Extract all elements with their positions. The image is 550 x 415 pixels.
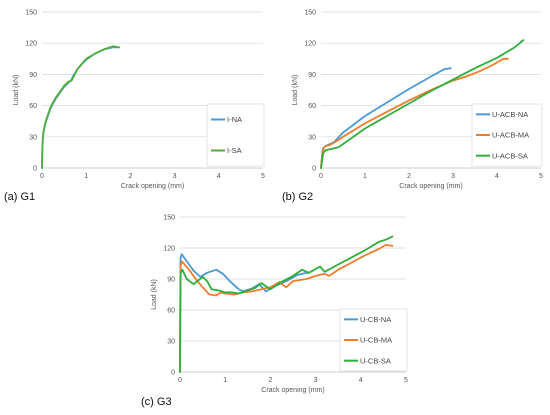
x-tick-label: 4	[217, 173, 221, 180]
x-tick-label: 0	[40, 173, 44, 180]
x-tick-label: 1	[84, 173, 88, 180]
y-axis-label: Load (kN)	[292, 75, 299, 106]
y-tick-label: 0	[171, 370, 175, 377]
x-tick-label: 0	[319, 173, 323, 180]
legend: U-CB-NA U-CB-MA U-CB-SA	[339, 308, 408, 372]
y-tick-label: 90	[308, 72, 316, 79]
y-tick-label: 60	[167, 308, 175, 315]
series-line-i-sa	[41, 45, 121, 169]
x-tick-label: 5	[404, 377, 408, 384]
x-tick-label: 3	[451, 173, 455, 180]
y-tick-label: 0	[33, 166, 37, 173]
legend-label-i-na: I-NA	[227, 115, 242, 124]
x-axis-label: Crack opening (mm)	[399, 183, 462, 190]
series-line-u-acb-ma	[320, 57, 509, 169]
plot-area	[41, 45, 121, 169]
x-tick-label: 5	[261, 173, 265, 180]
y-tick-label: 60	[29, 103, 37, 110]
panel-caption: (b) G2	[282, 191, 313, 203]
x-tick-label: 2	[268, 377, 272, 384]
y-axis: 0 30 60 90 120 150	[25, 10, 37, 173]
plot-area	[320, 39, 525, 169]
legend-label-u-cb-sa: U-CB-SA	[360, 356, 391, 365]
x-tick-label: 4	[359, 377, 363, 384]
x-tick-label: 1	[363, 173, 367, 180]
x-tick-label: 3	[314, 377, 318, 384]
x-tick-label: 5	[539, 173, 543, 180]
series-line-u-cb-na	[179, 253, 310, 373]
y-tick-label: 150	[163, 215, 175, 222]
legend: U-ACB-NA U-ACB-MA U-ACB-SA	[471, 103, 543, 167]
x-tick-label: 0	[178, 377, 182, 384]
x-axis: 0 1 2 3 4 5	[319, 167, 543, 180]
y-tick-label: 120	[163, 246, 175, 253]
y-tick-label: 30	[167, 339, 175, 346]
x-tick-label: 2	[128, 173, 132, 180]
legend-label-u-acb-na: U-ACB-NA	[492, 110, 528, 119]
x-axis: 0 1 2 3 4 5	[178, 371, 408, 384]
y-tick-label: 150	[304, 10, 316, 17]
legend-label-u-acb-sa: U-ACB-SA	[492, 151, 528, 160]
series-line-u-cb-ma	[179, 244, 394, 373]
y-axis: 0 30 60 90 120 150	[304, 10, 316, 173]
x-tick-label: 1	[223, 377, 227, 384]
y-tick-label: 120	[25, 41, 37, 48]
legend-label-u-cb-ma: U-CB-MA	[360, 336, 392, 345]
series-line-u-acb-sa	[320, 39, 525, 169]
legend-box	[206, 103, 265, 167]
x-tick-label: 4	[495, 173, 499, 180]
y-axis: 0 30 60 90 120 150	[163, 215, 175, 377]
legend-label-u-cb-na: U-CB-NA	[360, 315, 391, 324]
y-axis-label: Load (kN)	[151, 279, 158, 310]
panel-caption: (a) G1	[4, 191, 35, 203]
legend-label-u-acb-ma: U-ACB-MA	[492, 131, 529, 140]
series-line-u-cb-sa	[179, 235, 394, 373]
x-axis-label: Crack opening (mm)	[261, 387, 324, 394]
y-tick-label: 30	[29, 134, 37, 141]
x-axis-label: Crack opening (mm)	[121, 183, 184, 190]
y-axis-label: Load (kN)	[13, 75, 20, 106]
x-axis: 0 1 2 3 4 5	[40, 167, 265, 180]
plot-area	[179, 235, 394, 373]
y-tick-label: 90	[167, 277, 175, 284]
legend: I-NA I-SA	[206, 103, 265, 167]
panel-caption: (c) G3	[141, 396, 172, 408]
y-tick-label: 0	[312, 166, 316, 173]
y-tick-label: 60	[308, 103, 316, 110]
x-tick-label: 3	[173, 173, 177, 180]
y-tick-label: 150	[25, 10, 37, 17]
y-tick-label: 30	[308, 134, 316, 141]
legend-label-i-sa: I-SA	[227, 146, 242, 155]
x-tick-label: 2	[407, 173, 411, 180]
y-tick-label: 120	[304, 41, 316, 48]
y-tick-label: 90	[29, 72, 37, 79]
